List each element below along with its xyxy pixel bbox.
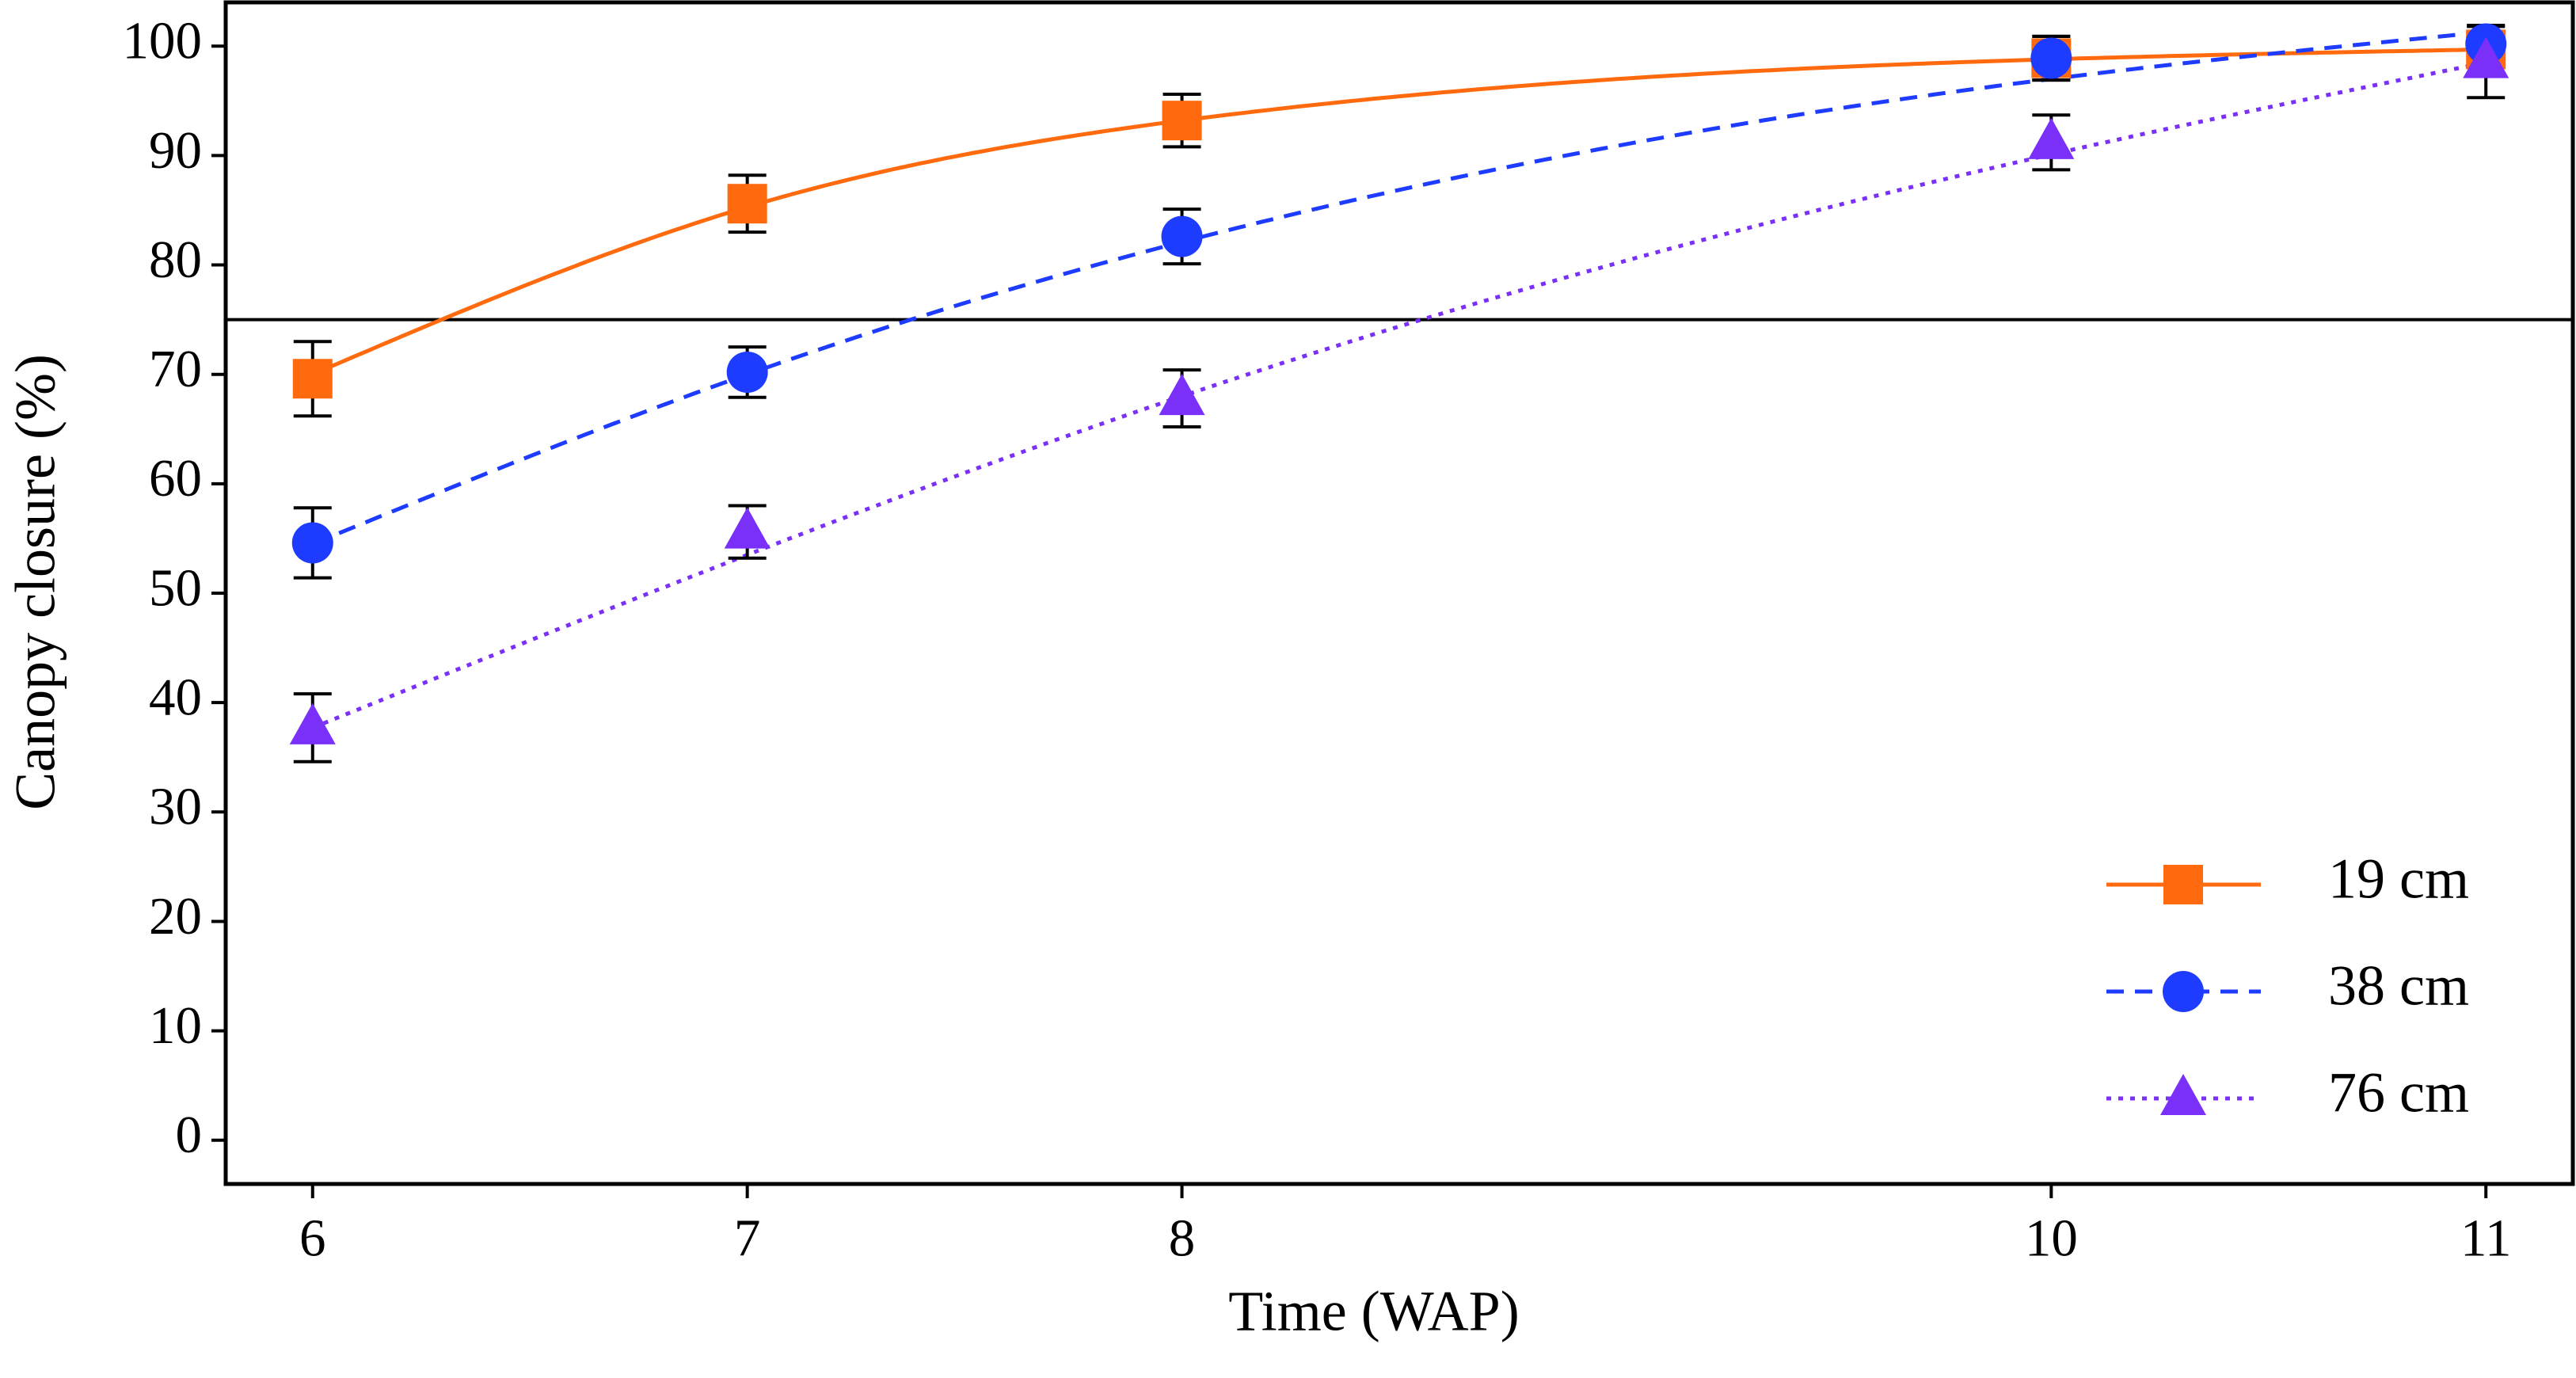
markers-layer xyxy=(289,23,2509,744)
y-tick-label: 90 xyxy=(149,121,202,180)
legend: 19 cm 38 cm 76 cm xyxy=(2106,847,2469,1125)
legend-label-series-2: 38 cm xyxy=(2328,954,2469,1018)
x-tick-label: 11 xyxy=(2460,1209,2512,1267)
y-tick-label: 80 xyxy=(149,230,202,289)
y-axis: 0 10 20 30 40 50 60 70 80 90 100 xyxy=(123,12,226,1164)
y-tick-label: 60 xyxy=(149,449,202,508)
data-point-series-1 xyxy=(1162,101,1202,141)
data-point-series-3 xyxy=(2028,117,2075,159)
data-point-series-3 xyxy=(2463,36,2509,78)
data-point-series-3 xyxy=(289,702,336,744)
legend-marker-series-2 xyxy=(2163,971,2204,1012)
y-tick-label: 10 xyxy=(149,996,202,1055)
y-tick-label: 70 xyxy=(149,340,202,398)
legend-marker-series-1 xyxy=(2163,865,2203,904)
data-point-series-2 xyxy=(726,351,768,393)
plot-frame xyxy=(223,0,2575,1186)
data-point-series-1 xyxy=(292,359,333,399)
fit-curves-layer xyxy=(311,29,2487,730)
y-tick-label: 20 xyxy=(149,887,202,946)
data-point-series-3 xyxy=(724,507,771,549)
fit-curve-series-1 xyxy=(311,47,2487,376)
x-tick-label: 10 xyxy=(2025,1209,2078,1267)
y-tick-label: 30 xyxy=(149,778,202,836)
x-axis-title: Time (WAP) xyxy=(1228,1280,1519,1343)
x-axis: 6 7 8 10 11 xyxy=(299,1184,2511,1267)
legend-label-series-1: 19 cm xyxy=(2328,847,2469,911)
y-tick-label: 100 xyxy=(123,12,203,70)
data-point-series-1 xyxy=(727,184,767,224)
y-tick-label: 50 xyxy=(149,558,202,617)
x-tick-label: 6 xyxy=(299,1209,326,1267)
error-bars-layer xyxy=(293,24,2506,763)
x-tick-label: 8 xyxy=(1169,1209,1196,1267)
y-tick-label: 40 xyxy=(149,668,202,727)
data-point-series-3 xyxy=(1159,374,1205,416)
x-tick-label: 7 xyxy=(734,1209,761,1267)
legend-marker-series-3 xyxy=(2160,1074,2206,1115)
data-point-series-2 xyxy=(291,522,333,564)
fit-curve-series-3 xyxy=(311,60,2487,730)
fit-curve-series-2 xyxy=(311,29,2487,546)
data-point-series-2 xyxy=(2030,37,2072,79)
data-point-series-2 xyxy=(1161,215,1203,257)
y-axis-title: Canopy closure (%) xyxy=(4,354,67,810)
legend-label-series-3: 76 cm xyxy=(2328,1061,2469,1125)
y-tick-label: 0 xyxy=(176,1106,203,1164)
